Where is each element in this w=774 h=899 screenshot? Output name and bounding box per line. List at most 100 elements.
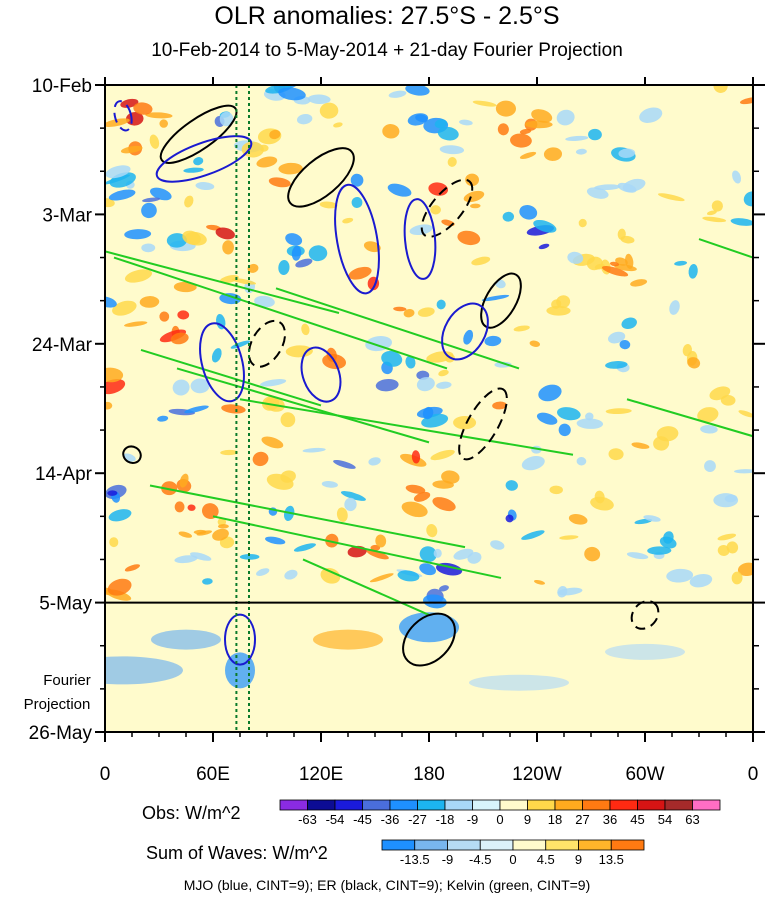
obs-colorbar-tick-label: 36 [603,812,617,827]
obs-anomaly-patch [621,317,637,329]
obs-anomaly-patch [179,473,189,488]
obs-anomaly-patch [105,118,130,127]
obs-anomaly-patch [586,187,609,199]
obs-anomaly-patch [689,573,713,588]
obs-anomaly-patch [217,517,227,526]
obs-anomaly-patch [239,553,260,560]
obs-colorbar-swatch [444,799,473,811]
obs-anomaly-patch [576,457,587,466]
obs-anomaly-patch [428,182,449,196]
obs-anomaly-patch [105,379,126,395]
obs-anomaly-patch [426,524,438,538]
obs-anomaly-patch [505,514,514,523]
obs-anomaly-patch [625,253,634,269]
colorbars: -63 -54 -45 -36 -27 -18 -9 0 9 18 27 36 45 54 63-13.5-… [279,799,721,867]
obs-anomaly-patch [278,162,303,175]
obs-anomaly-patch [159,311,170,322]
mjo-contour [300,346,342,403]
obs-anomaly-patch [397,570,420,582]
kelvin-contour [212,515,502,579]
obs-anomaly-patch [161,481,178,496]
x-tick-label: 180 [413,764,445,785]
obs-anomaly-patch [568,514,588,525]
obs-anomaly-patch [293,543,316,552]
mjo-contour [155,135,253,183]
kelvin-contour [698,238,753,259]
obs-colorbar-swatch [554,799,583,811]
obs-anomaly-patch [436,299,446,310]
obs-anomaly-patch [342,217,354,224]
kelvin-contour [275,287,520,370]
obs-anomaly-patch [321,480,338,488]
obs-anomaly-patch [393,306,407,312]
obs-anomaly-patch [497,123,509,136]
obs-anomaly-patch [584,546,601,562]
obs-anomaly-patch [336,507,348,522]
waves-colorbar-tick-label: -4.5 [469,852,491,867]
obs-anomaly-patch [682,344,692,357]
obs-anomaly-patch [734,469,753,474]
obs-anomaly-patch [124,564,141,572]
obs-anomaly-patch [172,379,190,396]
obs-anomaly-patch [513,325,530,332]
obs-anomaly-patch [219,274,239,284]
obs-colorbar-tick-label: 54 [658,812,672,827]
obs-anomaly-patch [630,279,648,287]
obs-anomaly-patch [588,128,602,141]
obs-anomaly-patch [109,537,119,548]
obs-colorbar-swatch [307,799,336,811]
obs-anomaly-patch [519,204,538,220]
obs-anomaly-patch [697,407,719,423]
x-tick-label: 120E [299,764,343,785]
obs-anomaly-patch [141,202,157,219]
obs-anomaly-patch [463,190,485,203]
obs-anomaly-patch [419,546,437,563]
obs-anomaly-patch [586,256,603,271]
er-contour [420,178,474,238]
obs-anomaly-patch [108,189,136,201]
obs-anomaly-patch [107,490,118,496]
obs-anomaly-patch [731,571,743,585]
y-tick-label: 24-Mar [32,335,93,356]
y-tick-label: 14-Apr [35,464,93,485]
obs-anomaly-patch [739,97,753,105]
obs-anomaly-patch [465,173,480,187]
obs-colorbar-tick-label: -54 [326,812,345,827]
obs-anomaly-patch [183,167,204,173]
obs-anomaly-patch [422,594,447,609]
obs-anomaly-patch [166,233,187,248]
waves-colorbar-swatch [414,839,448,851]
obs-colorbar-tick-label: 45 [630,812,644,827]
obs-anomaly-patch [533,219,557,233]
obs-anomaly-patch [369,573,394,583]
obs-anomaly-patch [688,264,698,279]
obs-anomaly-patch [704,460,716,472]
obs-anomaly-patch [590,496,614,511]
obs-anomaly-patch [184,405,209,414]
obs-colorbar-swatch [389,799,418,811]
projection-anomaly-patch [105,656,183,685]
obs-anomaly-patch [348,266,372,280]
waves-colorbar-tick-label: 4.5 [537,852,555,867]
waves-colorbar-swatch [545,839,579,851]
obs-anomaly-patch [659,536,677,549]
er-contour [159,104,238,164]
obs-anomaly-patch [302,447,326,453]
obs-anomaly-patch [193,529,207,535]
obs-anomaly-patch [340,491,366,501]
obs-anomaly-patch [743,191,753,207]
obs-anomaly-patch [502,211,515,222]
kelvin-contour [176,367,430,444]
obs-anomaly-patch [653,436,670,451]
obs-anomaly-patch [107,578,132,596]
obs-anomaly-patch [732,170,742,184]
obs-anomaly-patch [325,533,339,548]
obs-anomaly-patch [609,261,620,267]
obs-anomaly-patch [142,197,161,203]
obs-anomaly-patch [295,258,313,268]
obs-anomaly-patch [230,340,251,349]
obs-anomaly-patch [432,480,454,489]
kelvin-contour [302,558,430,616]
obs-colorbar-tick-label: -9 [467,812,479,827]
obs-anomaly-patch [436,381,452,389]
